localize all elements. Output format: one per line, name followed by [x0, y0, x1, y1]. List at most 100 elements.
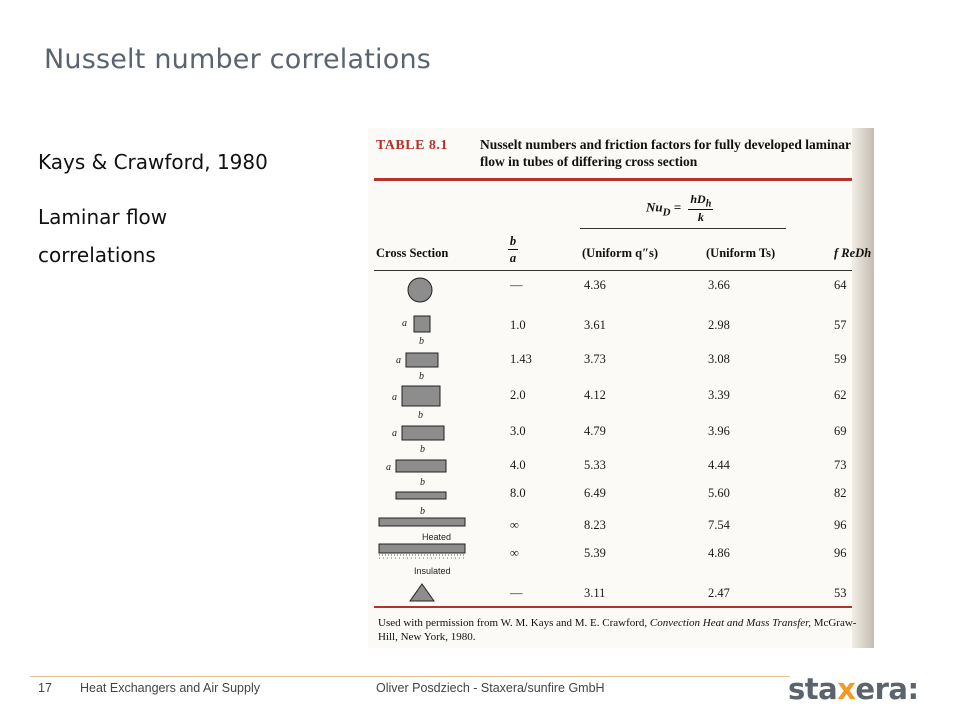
nu-t-cell: 4.86 — [708, 546, 730, 560]
topic-line-1: Laminar flow — [38, 205, 168, 229]
table-row: a b 1.0 3.61 2.98 57 — [368, 315, 858, 347]
nu-t-cell: 2.47 — [708, 586, 730, 600]
header-ratio-den: a — [509, 251, 517, 265]
header-aspect-ratio: b a — [508, 234, 518, 265]
f-re-cell: 62 — [834, 388, 847, 402]
f-re-cell: 59 — [834, 352, 847, 366]
footer-rule — [30, 676, 790, 677]
f-re-cell: 53 — [834, 586, 847, 600]
f-re-cell: 64 — [834, 278, 847, 292]
parallel-plates-icon — [378, 516, 468, 532]
ratio-cell: ∞ — [510, 546, 519, 560]
f-re-cell: 96 — [834, 518, 847, 532]
ratio-cell: 3.0 — [510, 424, 526, 438]
nu-q-cell: 4.79 — [584, 424, 606, 438]
svg-text:a: a — [386, 462, 391, 473]
svg-text:Insulated: Insulated — [414, 566, 451, 576]
table-row: b 8.0 6.49 5.60 82 — [368, 486, 858, 517]
header-ratio-bar — [508, 249, 518, 250]
nu-t-cell: 3.96 — [708, 424, 730, 438]
nu-denominator: k — [697, 210, 704, 225]
ratio-cell: 1.0 — [510, 318, 526, 332]
table-number: TABLE 8.1 — [376, 138, 448, 153]
nusselt-span-rule — [580, 228, 786, 229]
nusselt-table-scan: TABLE 8.1 Nusselt numbers and friction f… — [368, 128, 874, 648]
nu-q-cell: 8.23 — [584, 518, 606, 532]
nu-q-cell: 5.39 — [584, 546, 606, 560]
table-footnote: Used with permission from W. M. Kays and… — [378, 616, 858, 644]
table-row: ∞ 8.23 7.54 96 — [368, 516, 858, 546]
page-number: 17 — [38, 681, 52, 695]
nu-t-cell: 3.39 — [708, 388, 730, 402]
table-row: a b 4.0 5.33 4.44 73 — [368, 458, 858, 488]
svg-text:b: b — [420, 477, 425, 488]
header-f-re: f ReDh — [834, 246, 872, 260]
nu-q-cell: 4.36 — [584, 278, 606, 292]
nu-q-cell: 5.33 — [584, 458, 606, 472]
nu-t-cell: 4.44 — [708, 458, 730, 472]
table-top-rule — [374, 178, 852, 181]
scan-page-edge — [852, 128, 874, 648]
nusselt-definition: NuD = hDh k — [646, 192, 714, 225]
table-row: a b 2.0 4.12 3.39 62 — [368, 385, 858, 421]
square-section-icon: a b — [398, 314, 438, 348]
header-cross-section: Cross Section — [376, 246, 449, 260]
nu-q-cell: 3.73 — [584, 352, 606, 366]
nu-fraction: hDh k — [688, 192, 714, 225]
nu-t-cell: 2.98 — [708, 318, 730, 332]
footnote-book-title: Convection Heat and Mass Transfer, — [649, 617, 811, 629]
header-rule — [374, 270, 852, 271]
nu-q-cell: 3.11 — [584, 586, 606, 600]
table-caption: Nusselt numbers and friction factors for… — [480, 137, 851, 169]
rectangle-section-icon: a b — [394, 351, 444, 383]
footnote-credit: Used with permission from W. M. Kays and… — [378, 617, 648, 629]
svg-text:b: b — [420, 506, 425, 517]
ratio-cell: 2.0 — [510, 388, 526, 402]
slide-title: Nusselt number correlations — [44, 44, 432, 75]
circle-section-icon — [406, 276, 434, 304]
svg-text:b: b — [420, 444, 425, 455]
svg-text:a: a — [392, 428, 397, 439]
table-row: — 4.36 3.66 64 — [368, 276, 858, 306]
table-row: a b 3.0 4.79 3.96 69 — [368, 424, 858, 455]
triangle-section-icon — [408, 582, 436, 604]
ratio-cell: 8.0 — [510, 486, 526, 500]
nu-t-cell: 3.66 — [708, 278, 730, 292]
svg-text:b: b — [418, 410, 423, 421]
f-re-cell: 82 — [834, 486, 847, 500]
ratio-cell: — — [510, 586, 523, 600]
staxera-logo: staxera: — [788, 672, 919, 706]
rectangle-section-icon: a b — [384, 458, 454, 490]
citation-text: Kays & Crawford, 1980 — [38, 150, 268, 174]
svg-text:a: a — [396, 355, 401, 366]
table-row: Heated Insulated ∞ 5.39 4.86 96 — [368, 532, 858, 576]
rectangle-section-icon: b — [394, 490, 450, 520]
heated-insulated-plates-icon: Heated Insulated — [376, 530, 472, 582]
svg-text:a: a — [392, 392, 397, 403]
nu-t-cell: 7.54 — [708, 518, 730, 532]
f-re-cell: 96 — [834, 546, 847, 560]
nu-numerator: hDh — [688, 192, 714, 211]
nu-q-cell: 3.61 — [584, 318, 606, 332]
topic-text: Laminar flow correlations — [38, 198, 167, 274]
svg-text:a: a — [402, 318, 407, 329]
nu-q-cell: 4.12 — [584, 388, 606, 402]
svg-text:b: b — [419, 336, 424, 347]
header-ratio-num: b — [509, 234, 517, 248]
ratio-cell: 1.43 — [510, 352, 532, 366]
f-re-cell: 57 — [834, 318, 847, 332]
topic-line-2: correlations — [38, 243, 156, 267]
svg-text:b: b — [419, 371, 424, 382]
footnote-publisher: McGraw-Hill, New York, 1980. — [378, 617, 857, 643]
footer-section: Heat Exchangers and Air Supply — [80, 681, 260, 695]
f-re-cell: 69 — [834, 424, 847, 438]
header-uniform-t: (Uniform Ts) — [706, 246, 776, 260]
nu-t-cell: 3.08 — [708, 352, 730, 366]
svg-text:Heated: Heated — [422, 532, 451, 542]
ratio-cell: ∞ — [510, 518, 519, 532]
table-row: a b 1.43 3.73 3.08 59 — [368, 351, 858, 383]
header-uniform-q: (Uniform q″s) — [582, 246, 658, 260]
nu-subscript: D — [662, 206, 671, 219]
footer-author: Oliver Posdziech - Staxera/sunfire GmbH — [376, 681, 605, 695]
table-bottom-rule — [374, 606, 852, 608]
